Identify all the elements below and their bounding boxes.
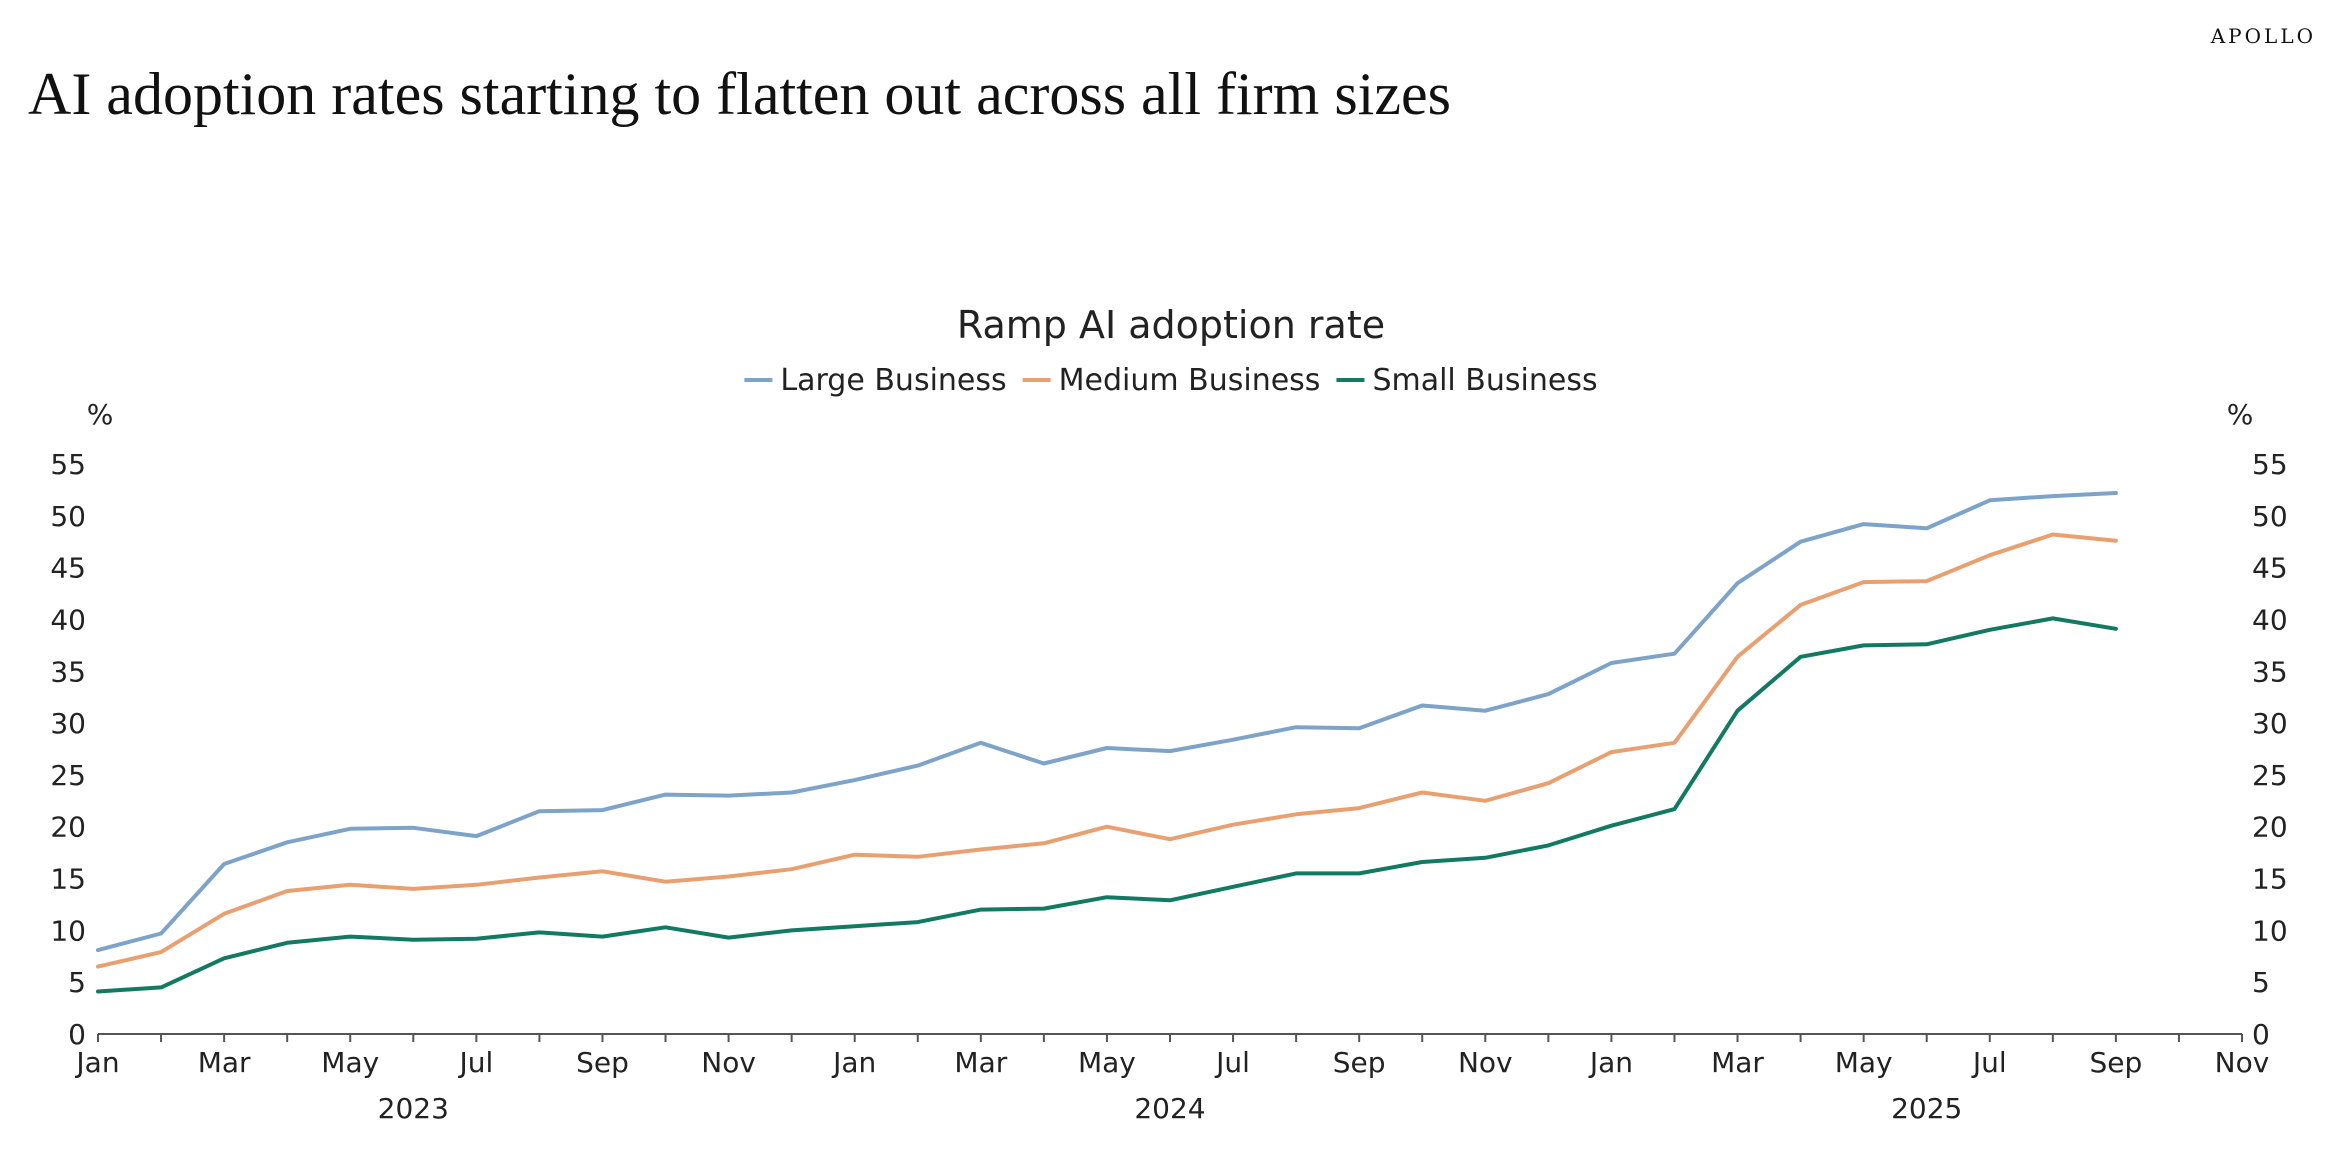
y-tick-label-left: 40 (50, 603, 86, 636)
brand-logo: APOLLO (2210, 24, 2316, 48)
y-tick-label-right: 5 (2252, 966, 2270, 999)
x-tick-label: Nov (701, 1046, 756, 1079)
legend-label: Medium Business (1059, 363, 1321, 398)
y-tick-label-right: 25 (2252, 759, 2288, 792)
x-tick-label: May (1078, 1046, 1136, 1079)
y-tick-label-left: 10 (50, 914, 86, 947)
y-tick-label-right: 10 (2252, 914, 2288, 947)
x-tick-label: Sep (1333, 1046, 1386, 1079)
x-tick-label: Jan (74, 1046, 119, 1079)
y-tick-label-right: 45 (2252, 552, 2288, 585)
y-tick-label-right: 30 (2252, 707, 2288, 740)
x-tick-label: Nov (1458, 1046, 1513, 1079)
y-tick-label-left: 45 (50, 552, 86, 585)
x-tick-label: Mar (954, 1046, 1007, 1079)
chart-series (96, 491, 2118, 994)
page-headline: AI adoption rates starting to flatten ou… (28, 61, 1451, 127)
y-tick-label-left: 25 (50, 759, 86, 792)
legend-label: Large Business (780, 363, 1006, 398)
chart-title: Ramp AI adoption rate (957, 303, 1385, 347)
y-axis-unit-right: % (2227, 398, 2254, 431)
x-tick-label: Sep (576, 1046, 629, 1079)
x-tick-label: May (321, 1046, 379, 1079)
y-tick-label-left: 20 (50, 811, 86, 844)
x-tick-label: Jul (1214, 1046, 1250, 1079)
y-tick-label-left: 55 (50, 448, 86, 481)
x-tick-label: Mar (1711, 1046, 1764, 1079)
y-tick-label-left: 15 (50, 863, 86, 896)
y-tick-label-right: 35 (2252, 655, 2288, 688)
x-tick-label: Jan (1588, 1046, 1633, 1079)
series-line-large-business (96, 491, 2118, 953)
y-tick-label-right: 50 (2252, 500, 2288, 533)
y-tick-label-left: 0 (68, 1018, 86, 1051)
series-line-small-business (96, 616, 2118, 994)
legend-label: Small Business (1372, 363, 1597, 398)
y-tick-label-right: 15 (2252, 863, 2288, 896)
chart-legend: Large Business Medium Business Small Busin… (744, 363, 1598, 398)
y-tick-label-right: 20 (2252, 811, 2288, 844)
x-year-label: 2024 (1134, 1092, 1205, 1125)
y-tick-label-left: 50 (50, 500, 86, 533)
series-line-medium-business (96, 532, 2118, 969)
x-tick-label: Jul (1971, 1046, 2007, 1079)
y-tick-label-left: 35 (50, 655, 86, 688)
y-tick-label-right: 55 (2252, 448, 2288, 481)
y-tick-label-left: 5 (68, 966, 86, 999)
x-tick-label: Sep (2089, 1046, 2142, 1079)
y-tick-label-left: 30 (50, 707, 86, 740)
y-tick-label-right: 40 (2252, 603, 2288, 636)
x-tick-label: Jan (831, 1046, 876, 1079)
y-axis-unit-left: % (87, 398, 114, 431)
y-tick-label-right: 0 (2252, 1018, 2270, 1051)
x-tick-label: Jul (457, 1046, 493, 1079)
x-year-label: 2025 (1891, 1092, 1962, 1125)
x-year-label: 2023 (378, 1092, 449, 1125)
x-tick-label: Nov (2215, 1046, 2270, 1079)
x-tick-label: May (1835, 1046, 1893, 1079)
x-tick-label: Mar (198, 1046, 251, 1079)
